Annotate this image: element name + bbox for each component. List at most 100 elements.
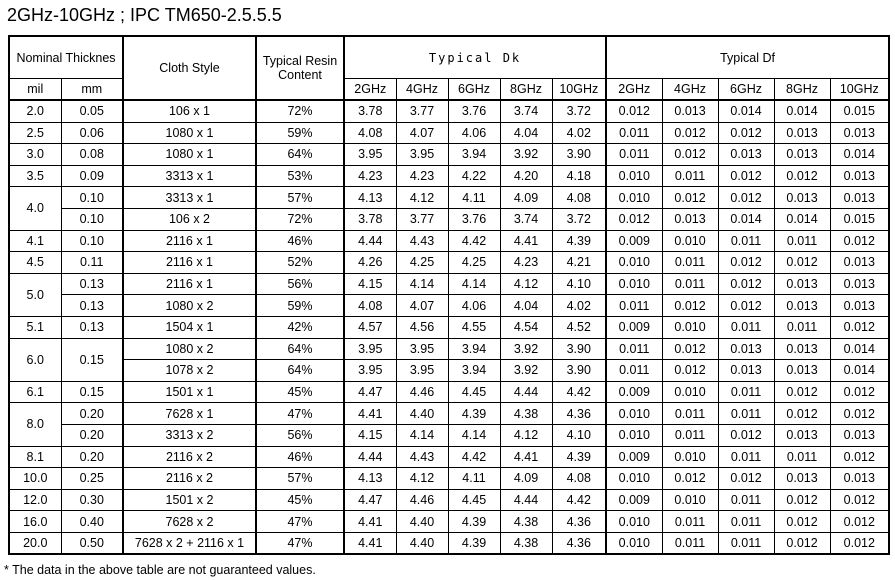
table-cell: 4.23 — [343, 164, 397, 188]
table-cell: 16.0 — [8, 510, 62, 533]
table-cell: 3.95 — [343, 359, 397, 382]
table-cell: 0.011 — [773, 445, 831, 469]
table-cell: 0.015 — [829, 207, 890, 231]
table-cell: 0.013 — [773, 143, 831, 166]
table-cell: 0.013 — [773, 359, 831, 382]
table-cell: 0.013 — [829, 423, 890, 447]
table-cell: 45% — [255, 488, 345, 512]
table-cell: 0.013 — [829, 467, 890, 490]
table-cell: 0.011 — [717, 380, 775, 404]
table-cell: 0.06 — [60, 121, 124, 145]
header-cell: Typical Dk — [342, 35, 607, 79]
table-cell: 0.010 — [605, 251, 663, 274]
table-cell: 0.13 — [60, 315, 124, 339]
table-cell: 0.10 — [60, 186, 124, 209]
table-cell: 46% — [255, 229, 345, 253]
table-cell: 4.21 — [551, 251, 607, 274]
table-cell: 0.010 — [661, 488, 719, 512]
header-cell: Cloth Style — [122, 35, 257, 101]
table-cell: 56% — [255, 272, 345, 296]
table-cell: 0.012 — [829, 510, 890, 533]
table-cell: 0.013 — [829, 294, 890, 317]
table-cell: 0.012 — [829, 445, 890, 469]
footnote: * The data in the above table are not gu… — [4, 563, 316, 577]
table-cell: 4.08 — [343, 121, 397, 145]
table-row: 16.0 0.40 7628 x 2 47% 4.41 4.40 4.39 4.38 4.36 0… — [8, 510, 890, 533]
table-cell: 0.012 — [717, 251, 775, 274]
table-cell: 0.13 — [60, 294, 124, 317]
title: 2GHz-10GHz ; IPC TM650-2.5.5.5 — [7, 5, 282, 25]
table-cell: 10.0 — [8, 467, 62, 490]
table-cell: 0.014 — [829, 359, 890, 382]
table-cell: 0.009 — [605, 445, 663, 469]
table-cell: 0.012 — [717, 294, 775, 317]
header-cell: 10GHz — [829, 78, 890, 101]
table-cell: 0.011 — [717, 229, 775, 253]
table-row: 3.5 0.09 3313 x 1 53% 4.23 4.23 4.22 4.20 4.18 0.… — [8, 164, 890, 188]
table-cell: 4.55 — [447, 315, 501, 339]
header-cell: mm — [60, 78, 124, 101]
table-cell: 4.15 — [343, 423, 397, 447]
table-cell: 3.94 — [447, 337, 501, 361]
table-cell: 1078 x 2 — [122, 359, 257, 382]
table-cell: 0.13 — [60, 272, 124, 296]
table-cell: 3.92 — [499, 337, 553, 361]
table-cell: 3.77 — [395, 99, 449, 123]
table-cell: 4.1 — [8, 229, 62, 253]
header-cell: Typical Resin Content — [255, 35, 345, 101]
table-cell: 4.09 — [499, 467, 553, 490]
table-cell: 0.013 — [661, 99, 719, 123]
table-cell: 0.009 — [605, 380, 663, 404]
table-cell: 56% — [255, 423, 345, 447]
table-cell: 4.10 — [551, 423, 607, 447]
table-cell: 4.44 — [343, 445, 397, 469]
table-cell: 46% — [255, 445, 345, 469]
table-row: 4.5 0.11 2116 x 1 52% 4.26 4.25 4.25 4.23 4.21 0.… — [8, 251, 890, 274]
table-cell: 0.010 — [605, 272, 663, 296]
table-cell: 0.011 — [717, 488, 775, 512]
table-row: 0.13 1080 x 2 59% 4.08 4.07 4.06 4.04 4.02 0.011… — [9, 294, 890, 317]
table-cell: 0.012 — [605, 207, 663, 231]
table-cell: 4.26 — [343, 251, 397, 274]
table-cell: 4.38 — [499, 531, 553, 555]
table-cell: 45% — [255, 380, 345, 404]
table-cell: 4.14 — [447, 423, 501, 447]
table-cell: 0.013 — [773, 272, 831, 296]
table-cell: 4.12 — [395, 467, 449, 490]
table-cell: 0.011 — [661, 251, 719, 274]
table-cell: 0.011 — [661, 272, 719, 296]
table-cell: 0.012 — [773, 510, 831, 533]
table-cell: 3.95 — [395, 143, 449, 166]
table-cell: 4.46 — [395, 380, 449, 404]
table-cell: 0.010 — [605, 531, 663, 555]
table-cell: 0.10 — [60, 207, 124, 231]
table-cell: 0.012 — [773, 531, 831, 555]
table-cell: 1501 x 1 — [122, 380, 257, 404]
table-cell: 0.15 — [60, 380, 124, 404]
table-cell: 0.012 — [661, 294, 719, 317]
table-cell: 2.5 — [8, 121, 62, 145]
table-cell: 0.11 — [60, 251, 124, 274]
table-cell: 0.011 — [605, 359, 663, 382]
table-cell: 4.08 — [343, 294, 397, 317]
table-cell: 3.90 — [551, 337, 607, 361]
table-cell: 4.18 — [551, 164, 607, 188]
table-cell: 0.012 — [661, 121, 719, 145]
table-cell: 0.011 — [661, 531, 719, 555]
table-cell: 3.78 — [343, 99, 397, 123]
table-cell: 0.012 — [773, 251, 831, 274]
table-cell: 3.78 — [343, 207, 397, 231]
table-cell: 0.010 — [605, 510, 663, 533]
table-cell: 0.013 — [773, 423, 831, 447]
table-cell: 0.015 — [829, 99, 890, 123]
table-cell: 3.92 — [499, 359, 553, 382]
table-cell: 0.013 — [661, 207, 719, 231]
table-cell: 0.011 — [717, 402, 775, 425]
table-cell: 2116 x 2 — [122, 445, 257, 469]
table-cell: 47% — [255, 402, 345, 425]
header-cell: 8GHz — [773, 78, 831, 101]
table-cell: 3.72 — [551, 99, 607, 123]
table-cell: 59% — [255, 294, 345, 317]
table-cell: 4.39 — [551, 445, 607, 469]
table-cell: 0.011 — [773, 315, 831, 339]
